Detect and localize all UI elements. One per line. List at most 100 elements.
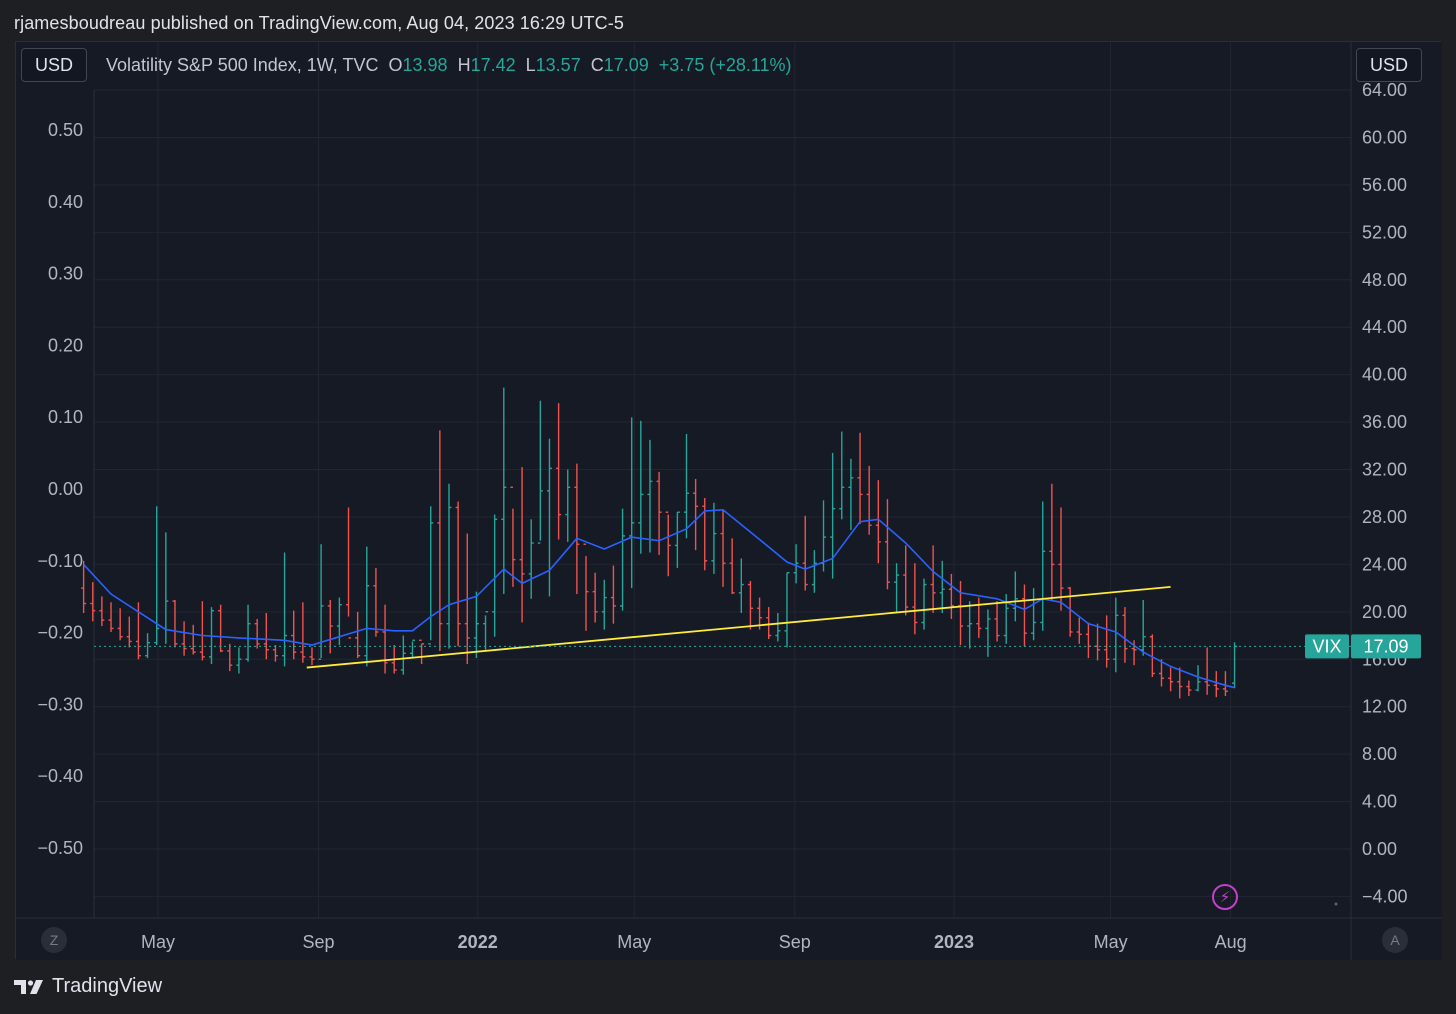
ohlc-bar — [1186, 680, 1192, 697]
chart-frame: 64.00 60.00 56.00 52.00 48.00 44.00 40.00 36.00… — [15, 41, 1442, 960]
lightning-icon[interactable]: ⚡︎ — [1212, 884, 1238, 910]
ohlc-bar — [428, 506, 434, 645]
percent-tick-label: 0.40 — [48, 192, 83, 212]
ohlc-bar — [674, 511, 680, 568]
ohlc-bar — [985, 609, 991, 657]
moving-average-line — [83, 508, 1235, 689]
last-price-tag-text: 17.09 — [1363, 636, 1408, 656]
price-tick-label: 24.00 — [1362, 554, 1407, 574]
price-tick-label: 56.00 — [1362, 175, 1407, 195]
ohlc-bar — [1204, 647, 1210, 695]
ohlc-bar — [99, 596, 105, 627]
ohlc-bar — [1021, 584, 1027, 647]
ohlc-bar — [1067, 586, 1073, 637]
legend-close-value: 17.09 — [603, 55, 649, 75]
ohlc-bar — [629, 417, 635, 589]
ohlc-bar — [766, 607, 772, 640]
ohlc-bar — [921, 578, 927, 630]
legend-open-label: O — [388, 55, 403, 75]
symbol-tag — [1305, 634, 1349, 659]
ohlc-bar — [81, 560, 87, 614]
ohlc-bar — [683, 433, 689, 539]
time-tick-label: Aug — [1215, 932, 1247, 952]
ohlc-bar — [263, 613, 269, 660]
ohlc-bar — [1158, 659, 1164, 687]
ohlc-bar — [90, 582, 96, 622]
ohlc-bar — [1168, 667, 1174, 692]
ohlc-bar — [154, 506, 160, 646]
ohlc-bar — [126, 616, 132, 648]
ohlc-bar — [483, 611, 489, 650]
ohlc-bar — [866, 465, 872, 535]
time-tick-label: May — [1094, 932, 1128, 952]
ohlc-bar — [894, 563, 900, 614]
price-tick-label: 20.00 — [1362, 602, 1407, 622]
ohlc-bar — [245, 604, 251, 662]
price-tick-label: 64.00 — [1362, 80, 1407, 100]
ohlc-bar — [839, 431, 845, 520]
footer-brand-name: TradingView — [52, 975, 163, 997]
time-tick-label: 2022 — [458, 932, 498, 952]
ohlc-bar — [884, 499, 890, 590]
ohlc-bar — [857, 432, 863, 525]
ohlc-bar — [409, 639, 415, 657]
ohlc-bar — [747, 580, 753, 630]
ohlc-bar — [382, 604, 388, 674]
ohlc-bar — [939, 560, 945, 614]
price-tick-label: 12.00 — [1362, 697, 1407, 717]
footer-brand: TradingView — [14, 975, 162, 998]
ohlc-bar — [711, 502, 717, 574]
price-tick-label: 44.00 — [1362, 317, 1407, 337]
ohlc-bar — [181, 621, 187, 656]
ohlc-bar — [793, 544, 799, 584]
ohlc-bar — [373, 567, 379, 637]
price-tick-label: 28.00 — [1362, 507, 1407, 527]
percent-tick-label: −0.10 — [37, 551, 83, 571]
ohlc-bar — [437, 430, 443, 651]
time-tick-label: May — [141, 932, 175, 952]
ohlc-bar — [519, 467, 525, 623]
ohlc-bar — [574, 463, 580, 595]
ohlc-bar — [565, 469, 571, 542]
ohlc-bar — [455, 501, 461, 647]
currency-left-badge[interactable]: USD — [21, 48, 87, 82]
tradingview-logo-icon — [14, 979, 43, 994]
ohlc-bar — [720, 509, 726, 587]
ohlc-bar — [254, 618, 260, 649]
ohlc-bar — [802, 515, 808, 591]
ohlc-bar — [738, 558, 744, 614]
ohlc-bar — [583, 543, 589, 631]
ohlc-bar — [492, 514, 498, 637]
legend-low-value: 13.57 — [535, 55, 581, 75]
vix-price-tag: VIX 17.09 — [1305, 634, 1421, 659]
ohlc-bar — [236, 647, 242, 674]
ohlc-bar — [665, 511, 671, 577]
scale-z-button[interactable]: Z — [41, 927, 67, 953]
percent-tick-label: −0.50 — [37, 838, 83, 858]
ohlc-bar — [108, 602, 114, 632]
percent-tick-label: 0.10 — [48, 407, 83, 427]
time-tick-label: Sep — [779, 932, 811, 952]
ohlc-bar — [784, 571, 790, 648]
ohlc-bar — [528, 519, 534, 599]
ohlc-bar — [473, 591, 479, 659]
legend-high-label: H — [457, 55, 471, 75]
ohlc-bar — [419, 639, 425, 664]
ohlc-bar — [556, 403, 562, 540]
chart-canvas[interactable]: 64.00 60.00 56.00 52.00 48.00 44.00 40.00 36.00… — [16, 42, 1442, 960]
ohlc-bar — [218, 604, 224, 653]
currency-right-badge[interactable]: USD — [1356, 48, 1422, 82]
percent-tick-label: 0.20 — [48, 335, 83, 355]
price-tick-label: 4.00 — [1362, 792, 1397, 812]
auto-scale-button[interactable]: A — [1382, 927, 1408, 953]
publish-line: rjamesboudreau published on TradingView.… — [14, 13, 624, 33]
price-tick-label: −4.00 — [1362, 886, 1408, 906]
ohlc-bar — [190, 624, 196, 655]
ohlc-bar — [912, 563, 918, 635]
legend-low-label: L — [525, 55, 536, 75]
percent-tick-label: 0.30 — [48, 264, 83, 284]
ohlc-bar — [702, 497, 708, 571]
ohlc-bar — [620, 508, 626, 611]
scroll-dot — [1334, 902, 1338, 906]
ohlc-bar — [1058, 507, 1064, 611]
